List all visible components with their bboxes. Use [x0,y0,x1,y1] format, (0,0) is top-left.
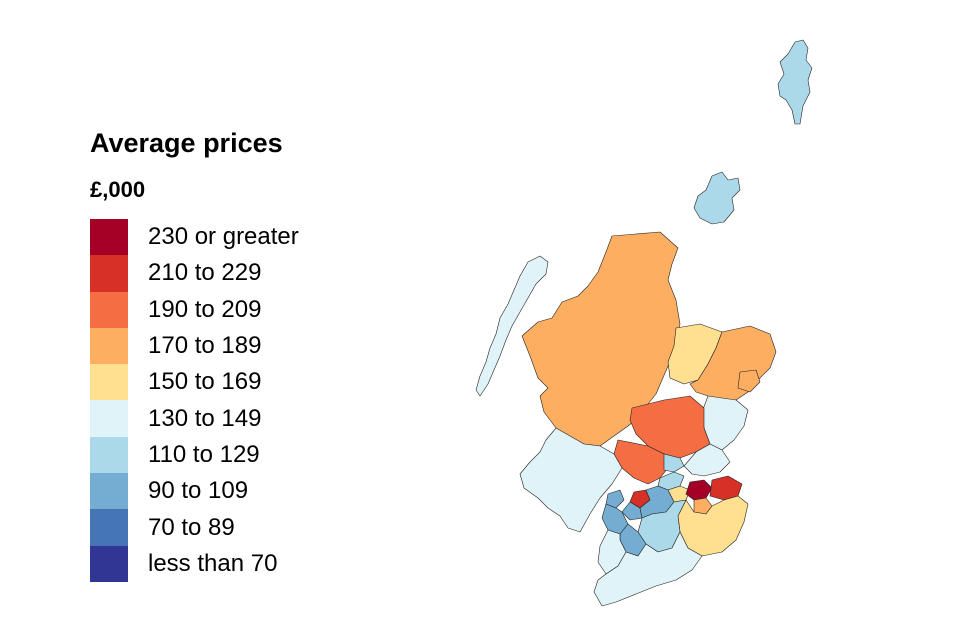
region-city-of-edinburgh [685,479,713,501]
legend-label: less than 70 [148,549,278,577]
legend-label: 70 to 89 [148,513,235,541]
legend-item: 210 to 229 [90,255,299,292]
legend-item: 190 to 209 [90,291,299,328]
legend-swatch [90,473,128,510]
legend-swatch [90,400,128,437]
region-orkney-islands [693,171,741,225]
region-glasgow-city [621,501,643,521]
legend-item: 170 to 189 [90,327,299,365]
legend-label: 210 to 229 [148,259,262,287]
region-clackmannanshire [663,453,685,473]
legend-label: 230 or greater [148,223,299,251]
legend-label: 110 to 129 [148,440,260,468]
legend-items: 230 or greater 210 to 229 190 to 209 170… [90,219,299,582]
legend-swatch [90,255,128,292]
legend-item: 230 or greater [90,219,299,256]
legend-swatch [90,327,128,365]
legend-item: 70 to 89 [90,509,299,546]
legend-label: 130 to 149 [148,404,262,432]
legend-label: 190 to 209 [148,295,262,323]
map-legend: Average prices £,000 230 or greater 210 … [90,128,299,582]
legend-swatch [90,545,128,582]
legend-label: 170 to 189 [148,332,262,360]
legend-swatch [90,291,128,328]
legend-swatch [90,509,128,546]
region-shetland-islands [777,39,813,125]
region-fife [683,443,731,477]
region-na-h-eileanan-siar [475,255,549,397]
legend-swatch [90,436,128,474]
legend-item: 110 to 129 [90,436,299,474]
legend-item: 90 to 109 [90,473,299,510]
legend-subtitle: £,000 [90,177,146,202]
legend-item: 130 to 149 [90,400,299,437]
region-inverclyde [605,489,625,509]
region-scottish-borders [677,495,749,557]
region-argyll-and-bute [519,427,623,533]
legend-item: 150 to 169 [90,364,299,401]
region-aberdeen-city [737,369,761,393]
legend-label: 90 to 109 [148,477,249,505]
region-dumfries-and-galloway [593,531,703,607]
legend-title: Average prices [90,128,283,158]
legend-swatch [90,364,128,401]
legend-item: less than 70 [90,545,299,582]
legend-swatch [90,219,128,256]
legend-label: 150 to 169 [148,368,262,396]
